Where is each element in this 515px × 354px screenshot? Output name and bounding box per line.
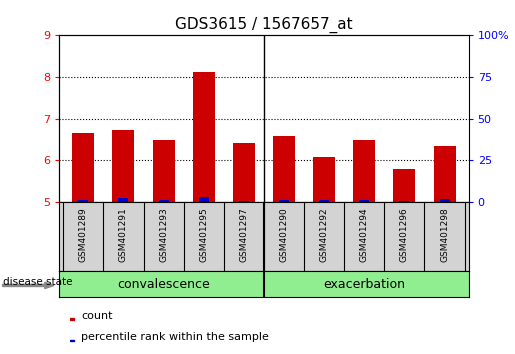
Bar [279,200,289,202]
Text: GSM401292: GSM401292 [320,207,329,262]
Text: GSM401289: GSM401289 [79,207,88,262]
Title: GDS3615 / 1567657_at: GDS3615 / 1567657_at [175,16,353,33]
Text: GSM401296: GSM401296 [400,207,409,262]
Bar [72,133,94,202]
Text: convalescence: convalescence [117,278,210,291]
Text: percentile rank within the sample: percentile rank within the sample [81,332,269,342]
Bar [78,200,88,202]
Bar [118,199,128,202]
Bar [440,199,450,202]
Bar [400,201,409,202]
Bar [159,200,168,202]
Text: disease state: disease state [3,278,72,287]
Text: count: count [81,310,113,321]
Bar [313,157,335,202]
Text: GSM401298: GSM401298 [440,207,449,262]
Bar [434,145,456,202]
Bar [70,339,74,341]
Text: GSM401290: GSM401290 [280,207,288,262]
Bar [233,143,255,202]
Bar [193,72,215,202]
Bar [70,318,74,320]
Text: GSM401295: GSM401295 [199,207,208,262]
Bar [359,200,369,202]
Text: GSM401294: GSM401294 [360,207,369,262]
Bar [152,140,175,202]
Text: exacerbation: exacerbation [323,278,405,291]
Bar [239,201,249,202]
Bar [273,136,295,202]
Bar [353,140,375,202]
Text: GSM401297: GSM401297 [239,207,248,262]
Bar [199,197,209,202]
Bar [319,200,329,202]
Bar [393,169,416,202]
Bar [112,130,134,202]
Text: GSM401291: GSM401291 [119,207,128,262]
Text: GSM401293: GSM401293 [159,207,168,262]
